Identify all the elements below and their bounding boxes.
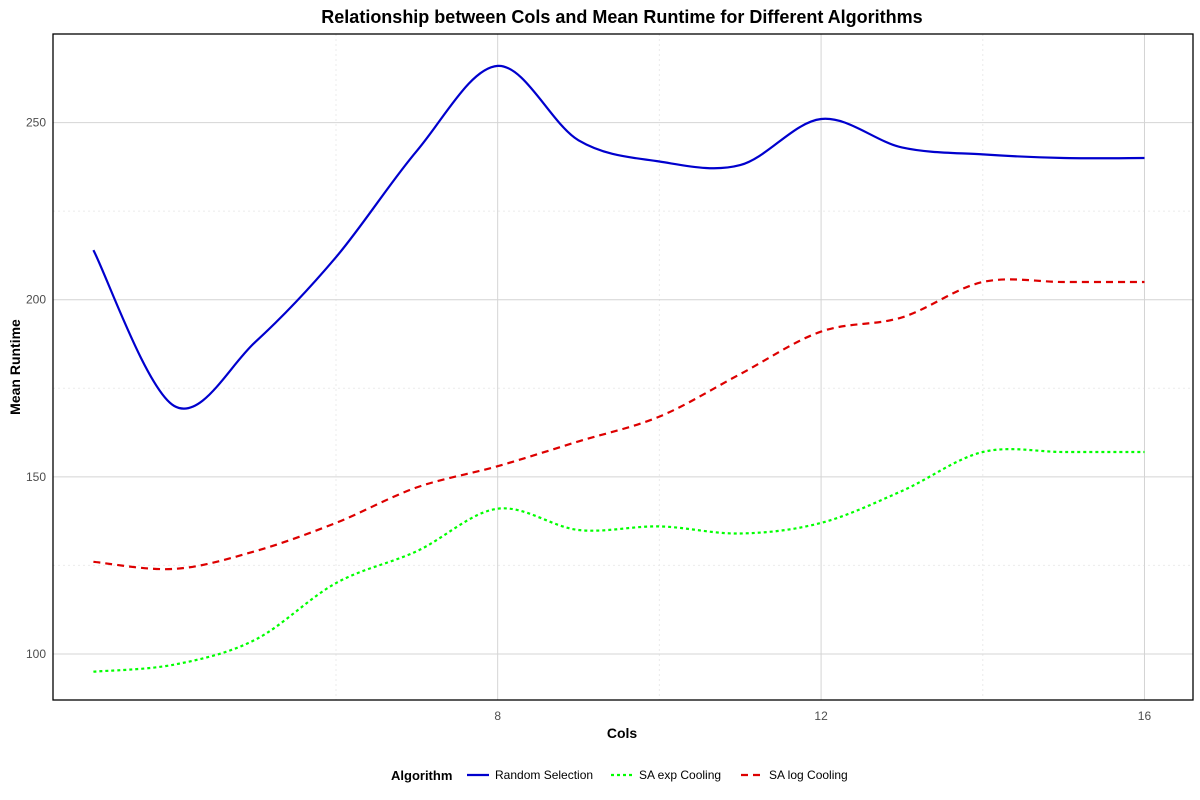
axis-ticks: 8 12 16 100 150 200 250: [26, 116, 1152, 723]
series-line-random-selection: [92, 64, 1145, 410]
series-line-sa-exp-cooling: [93, 448, 1145, 673]
legend-label-sa-exp-cooling: SA exp Cooling: [639, 768, 721, 782]
x-tick-label: 16: [1138, 709, 1152, 723]
x-tick-label: 12: [814, 709, 828, 723]
x-axis-title: Cols: [607, 725, 638, 741]
chart-title: Relationship between Cols and Mean Runti…: [321, 7, 922, 27]
legend-label-random-selection: Random Selection: [495, 768, 593, 782]
y-tick-label: 150: [26, 470, 46, 484]
y-axis-title: Mean Runtime: [7, 319, 23, 415]
series-line-sa-log-cooling: [93, 278, 1145, 571]
legend: Algorithm Random Selection SA exp Cooling…: [391, 768, 848, 783]
x-tick-label: 8: [494, 709, 501, 723]
legend-label-sa-log-cooling: SA log Cooling: [769, 768, 848, 782]
y-tick-label: 250: [26, 116, 46, 130]
grid: [53, 34, 1193, 700]
y-tick-label: 100: [26, 647, 46, 661]
series-lines: [92, 64, 1145, 673]
y-tick-label: 200: [26, 293, 46, 307]
plot-panel-border: [52, 33, 1194, 701]
legend-title: Algorithm: [391, 768, 452, 783]
